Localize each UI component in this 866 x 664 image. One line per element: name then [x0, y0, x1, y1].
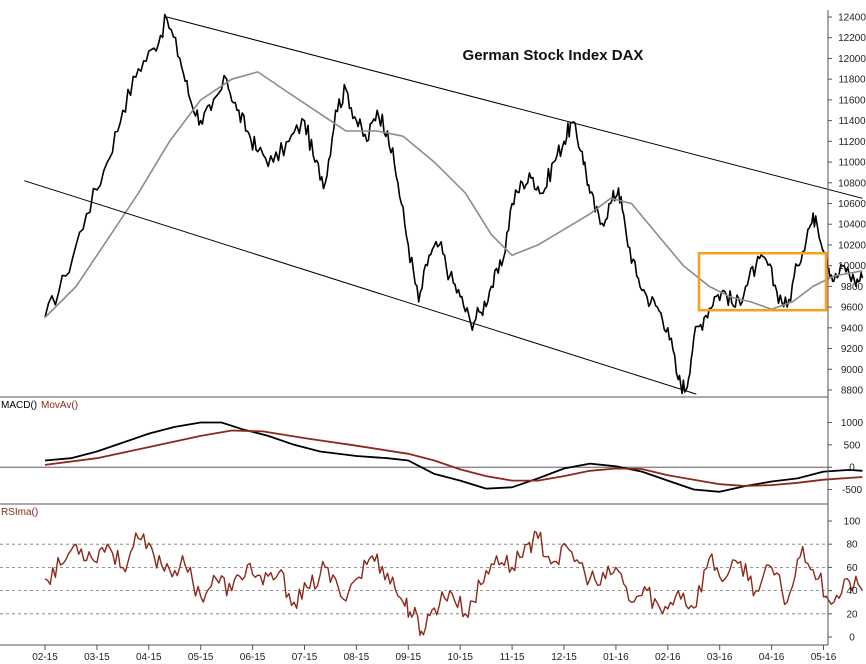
x-tick-label: 03-16: [707, 652, 733, 663]
y-tick-label: 0: [849, 463, 855, 474]
macd-legend-label: MACD(): [1, 400, 37, 411]
y-tick-label: 10200: [838, 240, 866, 251]
x-tick-label: 11-15: [500, 652, 525, 663]
highlight-box: [697, 251, 828, 312]
y-tick-label: 11000: [838, 158, 866, 169]
x-tick-label: 07-15: [292, 652, 318, 663]
y-tick-label: 10400: [838, 220, 866, 231]
moving-average-line: [44, 71, 863, 319]
y-tick-label: 11600: [838, 95, 866, 106]
x-tick-label: 08-15: [344, 652, 370, 663]
y-tick-label: 11400: [838, 116, 866, 127]
movav-legend-label: MovAv(): [41, 400, 78, 411]
y-tick-label: 1000: [841, 418, 864, 429]
x-tick-label: 02-16: [655, 652, 681, 663]
y-tick-label: 100: [844, 517, 861, 528]
y-tick-label: 9600: [841, 303, 864, 314]
y-tick-label: 500: [844, 440, 861, 451]
y-tick-label: 80: [846, 540, 858, 551]
rsi-line: [44, 530, 864, 636]
y-tick-label: -500: [842, 485, 862, 496]
trendline: [166, 16, 863, 199]
x-tick-label: 03-15: [84, 652, 110, 663]
y-tick-label: 12200: [838, 33, 866, 44]
x-tick-label: 05-15: [188, 652, 214, 663]
x-tick-label: 01-16: [603, 652, 629, 663]
x-tick-label: 04-15: [136, 652, 162, 663]
y-tick-label: 60: [846, 563, 858, 574]
x-tick-label: 04-16: [759, 652, 785, 663]
x-tick-label: 05-16: [811, 652, 837, 663]
x-tick-label: 12-15: [551, 652, 577, 663]
y-tick-label: 12000: [838, 54, 866, 65]
y-tick-label: 10600: [838, 199, 866, 210]
y-tick-label: 10800: [838, 178, 866, 189]
price-line: [44, 13, 864, 395]
y-tick-label: 10000: [838, 261, 866, 272]
trendline: [24, 180, 697, 395]
y-tick-label: 0: [849, 633, 855, 644]
y-tick-label: 11200: [838, 137, 866, 148]
y-tick-label: 9400: [841, 323, 864, 334]
y-tick-label: 9800: [841, 282, 864, 293]
x-tick-label: 06-15: [240, 652, 266, 663]
y-tick-label: 20: [846, 609, 858, 620]
x-tick-label: 09-15: [396, 652, 422, 663]
y-tick-label: 9200: [841, 344, 864, 355]
y-tick-label: 11800: [838, 75, 866, 86]
y-tick-label: 12400: [838, 13, 866, 24]
y-tick-label: 9000: [841, 365, 864, 376]
x-tick-label: 02-15: [32, 652, 58, 663]
macd-signal-line: [44, 429, 863, 487]
macd-line: [44, 421, 863, 493]
rsi-legend-label: RSIma(): [1, 507, 38, 518]
x-tick-label: 10-15: [447, 652, 473, 663]
y-tick-label: 8800: [841, 386, 864, 397]
y-tick-label: 40: [846, 586, 858, 597]
chart-title: German Stock Index DAX: [463, 47, 644, 64]
